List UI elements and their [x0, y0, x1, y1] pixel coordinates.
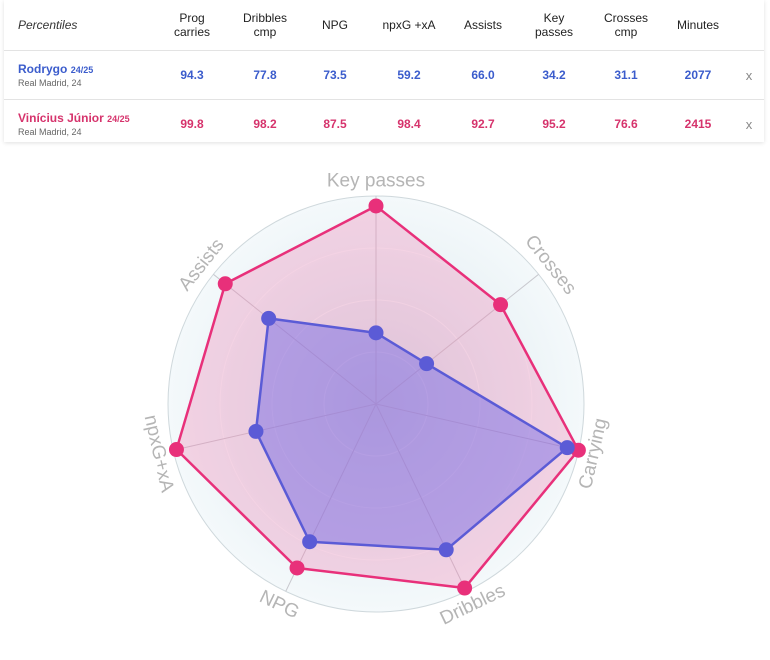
percentiles-label: Percentiles — [4, 0, 154, 51]
radar-spoke — [375, 403, 467, 592]
table-row: Rodrygo 24/25 Real Madrid, 24 94.3 77.8 … — [4, 50, 764, 100]
radar-chart: Key passesCrossesCarryingDribblesNPGnpxG… — [140, 171, 612, 630]
column-header-npxg-xa[interactable]: npxG +xA — [370, 0, 448, 51]
value-dribbles-cmp: 98.2 — [253, 117, 277, 131]
radar-spoke — [173, 403, 377, 451]
column-header-key-passes[interactable]: Key passes — [518, 0, 590, 51]
radar-data-point[interactable] — [419, 356, 435, 372]
column-header-dribbles-cmp[interactable]: Dribbles cmp — [230, 0, 300, 51]
radar-data-point[interactable] — [368, 198, 384, 214]
value-dribbles-cmp: 77.8 — [230, 50, 300, 100]
radar-series-polygon — [254, 317, 569, 552]
player-subtitle: Real Madrid, 24 — [18, 127, 82, 137]
radar-data-point[interactable] — [261, 310, 277, 326]
column-header-prog-carries[interactable]: Prog carries — [154, 0, 230, 51]
value-prog-carries: 99.8 — [180, 117, 204, 131]
value-minutes: 2077 — [662, 50, 734, 100]
value-prog-carries: 94.3 — [154, 50, 230, 100]
comparison-table: Percentiles Prog carries Dribbles cmp NPG … — [4, 0, 764, 148]
radar-data-point[interactable] — [457, 580, 473, 596]
radar-spoke — [375, 273, 539, 405]
radar-series-polygon — [175, 204, 580, 590]
radar-data-point[interactable] — [438, 542, 454, 558]
column-header-minutes[interactable]: Minutes — [662, 0, 734, 51]
value-key-passes: 95.2 — [542, 117, 566, 131]
value-npxg-xa: 59.2 — [370, 50, 448, 100]
radar-data-point[interactable] — [302, 534, 318, 550]
radar-data-point[interactable] — [248, 423, 264, 439]
column-header-crosses-cmp[interactable]: Crosses cmp — [590, 0, 662, 51]
radar-data-point[interactable] — [289, 560, 305, 576]
value-npg: 87.5 — [323, 117, 347, 131]
column-header-assists[interactable]: Assists — [448, 0, 518, 51]
remove-player-button[interactable]: x — [745, 67, 753, 83]
player-name[interactable]: Rodrygo 24/25 — [18, 62, 94, 76]
radar-data-point[interactable] — [570, 442, 586, 458]
radar-data-point[interactable] — [368, 325, 384, 341]
value-key-passes: 34.2 — [518, 50, 590, 100]
column-header-npg[interactable]: NPG — [300, 0, 370, 51]
radar-spoke — [375, 403, 579, 451]
radar-data-point[interactable] — [559, 440, 575, 456]
radar-axis-label: Key passes — [327, 171, 425, 192]
value-minutes: 2415 — [684, 117, 712, 131]
remove-player-button[interactable]: x — [745, 116, 753, 132]
value-npxg-xa: 98.4 — [397, 117, 421, 131]
radar-spoke — [285, 403, 377, 592]
player-name[interactable]: Vinícius Júnior 24/25 — [18, 111, 130, 125]
value-crosses-cmp: 76.6 — [614, 117, 638, 131]
radar-data-point[interactable] — [493, 297, 509, 313]
radar-series-layer — [168, 198, 586, 596]
value-assists: 92.7 — [471, 117, 495, 131]
comparison-table-panel: Percentiles Prog carries Dribbles cmp NPG … — [4, 0, 764, 142]
value-crosses-cmp: 31.1 — [590, 50, 662, 100]
player-subtitle: Real Madrid, 24 — [18, 78, 82, 88]
value-assists: 66.0 — [448, 50, 518, 100]
radar-spoke — [213, 273, 377, 405]
radar-grid — [167, 195, 585, 613]
radar-data-point[interactable] — [168, 442, 184, 458]
player-cell: Rodrygo 24/25 Real Madrid, 24 — [4, 50, 154, 100]
value-npg: 73.5 — [300, 50, 370, 100]
radar-data-point[interactable] — [217, 276, 233, 292]
table-row: Vinícius Júnior 24/25 Real Madrid, 24 99… — [4, 100, 764, 149]
player-cell: Vinícius Júnior 24/25 Real Madrid, 24 — [4, 100, 154, 149]
table-header-row: Percentiles Prog carries Dribbles cmp NPG … — [4, 0, 764, 51]
